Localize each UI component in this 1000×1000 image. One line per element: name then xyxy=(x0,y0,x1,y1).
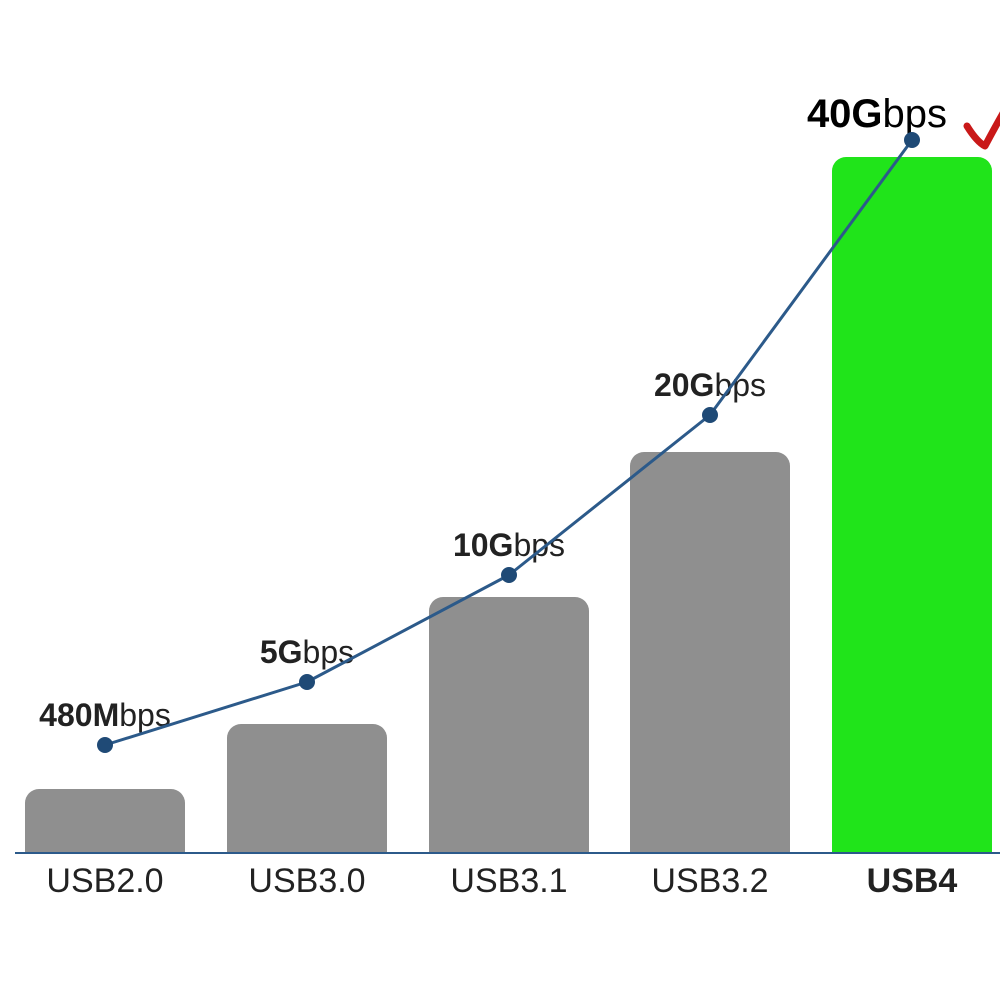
value-prefix: 5G xyxy=(260,634,303,670)
value-suffix: bps xyxy=(513,527,565,563)
value-label: 40Gbps xyxy=(777,92,977,137)
value-prefix: 20G xyxy=(654,367,714,403)
x-label: USB2.0 xyxy=(5,862,205,901)
x-axis xyxy=(15,852,1000,854)
usb-speed-chart: USB2.0480MbpsUSB3.05GbpsUSB3.110GbpsUSB3… xyxy=(0,0,1000,1000)
value-label: 5Gbps xyxy=(207,634,407,671)
line-marker xyxy=(299,674,315,690)
bar-usb32 xyxy=(630,452,790,852)
bar-usb31 xyxy=(429,597,589,852)
bar-usb4 xyxy=(832,157,992,852)
value-suffix: bps xyxy=(883,92,948,136)
bar-usb30 xyxy=(227,724,387,852)
bar-usb20 xyxy=(25,789,185,852)
line-marker xyxy=(501,567,517,583)
x-label: USB4 xyxy=(812,862,1000,901)
line-marker xyxy=(97,737,113,753)
x-label: USB3.0 xyxy=(207,862,407,901)
value-label: 20Gbps xyxy=(610,367,810,404)
x-label: USB3.2 xyxy=(610,862,810,901)
x-label: USB3.1 xyxy=(409,862,609,901)
value-suffix: bps xyxy=(714,367,766,403)
value-suffix: bps xyxy=(119,697,171,733)
value-prefix: 10G xyxy=(453,527,513,563)
value-prefix: 480M xyxy=(39,697,119,733)
value-label: 10Gbps xyxy=(409,527,609,564)
value-suffix: bps xyxy=(303,634,355,670)
line-marker xyxy=(702,407,718,423)
value-prefix: 40G xyxy=(807,92,883,136)
value-label: 480Mbps xyxy=(5,697,205,734)
